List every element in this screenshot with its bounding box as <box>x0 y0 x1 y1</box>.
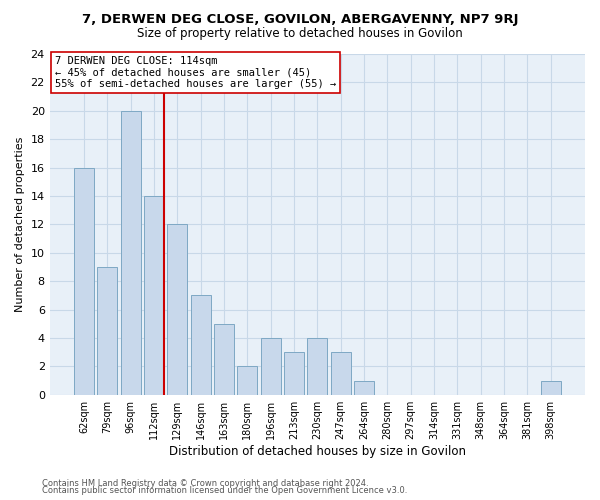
Bar <box>121 111 140 395</box>
Text: 7 DERWEN DEG CLOSE: 114sqm
← 45% of detached houses are smaller (45)
55% of semi: 7 DERWEN DEG CLOSE: 114sqm ← 45% of deta… <box>55 56 336 89</box>
Bar <box>191 296 211 394</box>
Bar <box>97 267 117 394</box>
Bar <box>354 380 374 394</box>
Bar <box>214 324 234 394</box>
Text: Contains public sector information licensed under the Open Government Licence v3: Contains public sector information licen… <box>42 486 407 495</box>
Bar <box>541 380 560 394</box>
Bar <box>144 196 164 394</box>
Bar <box>167 224 187 394</box>
Bar <box>261 338 281 394</box>
Bar <box>331 352 350 395</box>
Bar <box>307 338 327 394</box>
X-axis label: Distribution of detached houses by size in Govilon: Distribution of detached houses by size … <box>169 444 466 458</box>
Bar <box>238 366 257 394</box>
Bar <box>284 352 304 395</box>
Bar <box>74 168 94 394</box>
Y-axis label: Number of detached properties: Number of detached properties <box>15 136 25 312</box>
Text: Contains HM Land Registry data © Crown copyright and database right 2024.: Contains HM Land Registry data © Crown c… <box>42 478 368 488</box>
Text: 7, DERWEN DEG CLOSE, GOVILON, ABERGAVENNY, NP7 9RJ: 7, DERWEN DEG CLOSE, GOVILON, ABERGAVENN… <box>82 12 518 26</box>
Text: Size of property relative to detached houses in Govilon: Size of property relative to detached ho… <box>137 28 463 40</box>
